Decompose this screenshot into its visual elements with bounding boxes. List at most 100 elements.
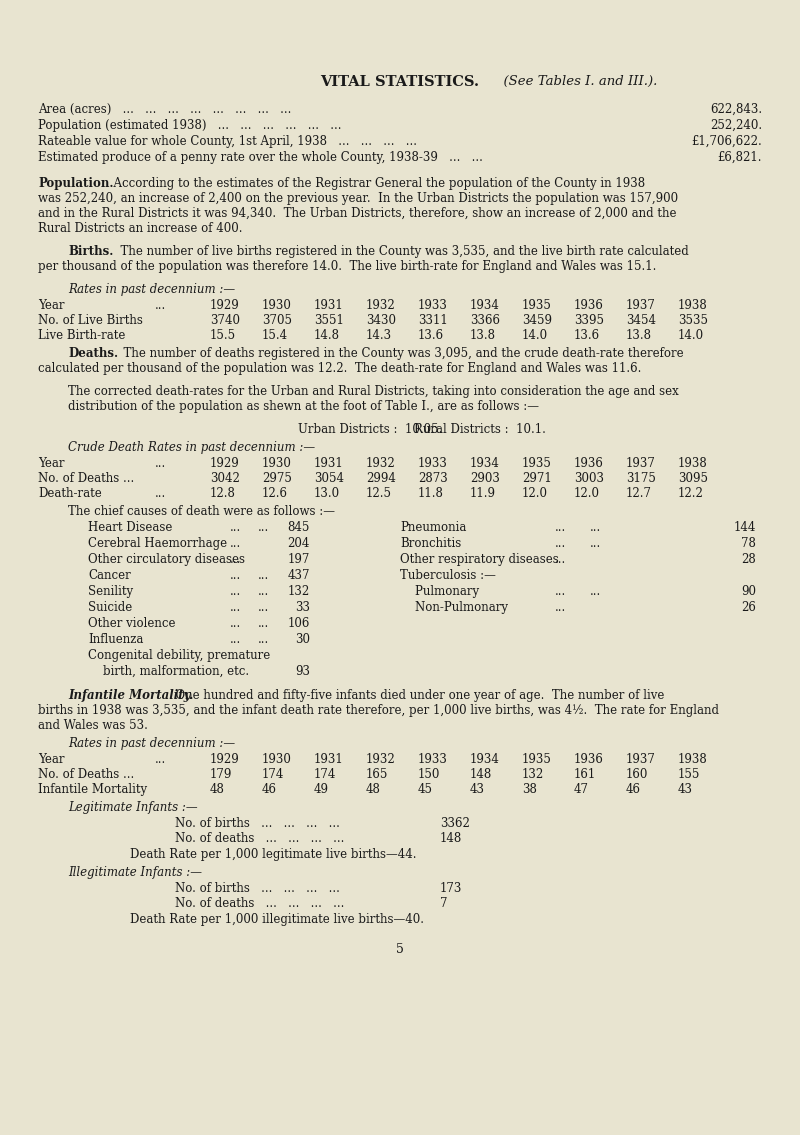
Text: 132: 132 (288, 585, 310, 598)
Text: Population (estimated 1938)   ...   ...   ...   ...   ...   ...: Population (estimated 1938) ... ... ... … (38, 119, 342, 132)
Text: The number of deaths registered in the County was 3,095, and the crude death-rat: The number of deaths registered in the C… (116, 347, 684, 360)
Text: 1935: 1935 (522, 457, 552, 470)
Text: 1932: 1932 (366, 299, 396, 312)
Text: ...: ... (230, 569, 242, 582)
Text: Rural Districts an increase of 400.: Rural Districts an increase of 400. (38, 222, 242, 235)
Text: 90: 90 (741, 585, 756, 598)
Text: 3175: 3175 (626, 472, 656, 485)
Text: 48: 48 (210, 783, 225, 796)
Text: 3740: 3740 (210, 314, 240, 327)
Text: 252,240.: 252,240. (710, 119, 762, 132)
Text: 13.0: 13.0 (314, 487, 340, 501)
Text: 845: 845 (288, 521, 310, 533)
Text: 15.4: 15.4 (262, 329, 288, 342)
Text: ...: ... (555, 521, 566, 533)
Text: 14.0: 14.0 (522, 329, 548, 342)
Text: and Wales was 53.: and Wales was 53. (38, 718, 148, 732)
Text: 1933: 1933 (418, 299, 448, 312)
Text: 46: 46 (626, 783, 641, 796)
Text: 3366: 3366 (470, 314, 500, 327)
Text: 12.8: 12.8 (210, 487, 236, 501)
Text: The chief causes of death were as follows :—: The chief causes of death were as follow… (68, 505, 335, 518)
Text: 3459: 3459 (522, 314, 552, 327)
Text: ...: ... (230, 537, 242, 550)
Text: 1938: 1938 (678, 753, 708, 766)
Text: 3003: 3003 (574, 472, 604, 485)
Text: 3095: 3095 (678, 472, 708, 485)
Text: Rateable value for whole County, 1st April, 1938   ...   ...   ...   ...: Rateable value for whole County, 1st Apr… (38, 135, 417, 148)
Text: 14.0: 14.0 (678, 329, 704, 342)
Text: 2873: 2873 (418, 472, 448, 485)
Text: One hundred and fifty-five infants died under one year of age.  The number of li: One hundred and fifty-five infants died … (168, 689, 664, 703)
Text: 3430: 3430 (366, 314, 396, 327)
Text: per thousand of the population was therefore 14.0.  The live birth-rate for Engl: per thousand of the population was there… (38, 260, 656, 274)
Text: 28: 28 (742, 553, 756, 566)
Text: 144: 144 (734, 521, 756, 533)
Text: 47: 47 (574, 783, 589, 796)
Text: Tuberculosis :—: Tuberculosis :— (400, 569, 496, 582)
Text: No. of Live Births: No. of Live Births (38, 314, 143, 327)
Text: ...: ... (230, 633, 242, 646)
Text: No. of births   ...   ...   ...   ...: No. of births ... ... ... ... (175, 817, 340, 830)
Text: ...: ... (555, 537, 566, 550)
Text: No. of Deaths ...: No. of Deaths ... (38, 768, 134, 781)
Text: Urban Districts :  10.05.: Urban Districts : 10.05. (298, 423, 442, 436)
Text: was 252,240, an increase of 2,400 on the previous year.  In the Urban Districts : was 252,240, an increase of 2,400 on the… (38, 192, 678, 205)
Text: ...: ... (258, 585, 270, 598)
Text: According to the estimates of the Registrar General the population of the County: According to the estimates of the Regist… (106, 177, 645, 190)
Text: 1938: 1938 (678, 457, 708, 470)
Text: ...: ... (230, 602, 242, 614)
Text: ...: ... (258, 617, 270, 630)
Text: Births.: Births. (68, 245, 114, 258)
Text: Non-Pulmonary: Non-Pulmonary (400, 602, 508, 614)
Text: 3042: 3042 (210, 472, 240, 485)
Text: Heart Disease: Heart Disease (88, 521, 172, 533)
Text: 43: 43 (678, 783, 693, 796)
Text: 132: 132 (522, 768, 544, 781)
Text: 14.8: 14.8 (314, 329, 340, 342)
Text: 43: 43 (470, 783, 485, 796)
Text: 3705: 3705 (262, 314, 292, 327)
Text: ...: ... (230, 617, 242, 630)
Text: 106: 106 (288, 617, 310, 630)
Text: Population.: Population. (38, 177, 114, 190)
Text: ...: ... (258, 633, 270, 646)
Text: ...: ... (155, 487, 166, 501)
Text: 12.6: 12.6 (262, 487, 288, 501)
Text: 148: 148 (440, 832, 462, 844)
Text: Estimated produce of a penny rate over the whole County, 1938-39   ...   ...: Estimated produce of a penny rate over t… (38, 151, 483, 163)
Text: 1933: 1933 (418, 753, 448, 766)
Text: 3362: 3362 (440, 817, 470, 830)
Text: 155: 155 (678, 768, 700, 781)
Text: No. of births   ...   ...   ...   ...: No. of births ... ... ... ... (175, 882, 340, 896)
Text: 437: 437 (287, 569, 310, 582)
Text: Death-rate: Death-rate (38, 487, 102, 501)
Text: Rural Districts :  10.1.: Rural Districts : 10.1. (414, 423, 546, 436)
Text: Other violence: Other violence (88, 617, 175, 630)
Text: 1932: 1932 (366, 753, 396, 766)
Text: 30: 30 (295, 633, 310, 646)
Text: 160: 160 (626, 768, 648, 781)
Text: Legitimate Infants :—: Legitimate Infants :— (68, 801, 198, 814)
Text: 13.6: 13.6 (574, 329, 600, 342)
Text: Other circulatory diseases: Other circulatory diseases (88, 553, 245, 566)
Text: 1932: 1932 (366, 457, 396, 470)
Text: 1930: 1930 (262, 299, 292, 312)
Text: 1935: 1935 (522, 753, 552, 766)
Text: 165: 165 (366, 768, 388, 781)
Text: Pneumonia: Pneumonia (400, 521, 466, 533)
Text: 174: 174 (314, 768, 336, 781)
Text: ...: ... (230, 521, 242, 533)
Text: ...: ... (230, 585, 242, 598)
Text: 1929: 1929 (210, 753, 240, 766)
Text: No. of Deaths ...: No. of Deaths ... (38, 472, 134, 485)
Text: ...: ... (555, 553, 566, 566)
Text: 7: 7 (440, 897, 447, 910)
Text: 26: 26 (741, 602, 756, 614)
Text: Senility: Senility (88, 585, 133, 598)
Text: Infantile Mortality.: Infantile Mortality. (68, 689, 194, 703)
Text: births in 1938 was 3,535, and the infant death rate therefore, per 1,000 live bi: births in 1938 was 3,535, and the infant… (38, 704, 719, 717)
Text: £1,706,622.: £1,706,622. (691, 135, 762, 148)
Text: Death Rate per 1,000 legitimate live births—44.: Death Rate per 1,000 legitimate live bir… (130, 848, 417, 861)
Text: Rates in past decennium :—: Rates in past decennium :— (68, 283, 235, 296)
